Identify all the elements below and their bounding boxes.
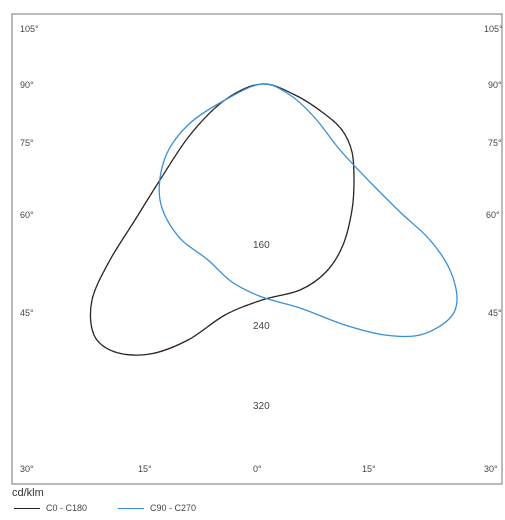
- series-line-c90-c270: [158, 83, 458, 338]
- bottom-angle-label-right-15: 15°: [362, 464, 376, 474]
- series-accent-c0-c180: [90, 83, 355, 356]
- right-angle-label-30: 30°: [484, 464, 498, 474]
- right-angle-label-90: 90°: [488, 80, 502, 90]
- right-angle-label-105: 105°: [484, 24, 503, 34]
- legend-label-c0-c180: C0 - C180: [46, 503, 88, 513]
- series-layer: [89, 83, 458, 356]
- left-angle-label-105: 105°: [20, 24, 39, 34]
- right-angle-label-60: 60°: [486, 210, 500, 220]
- radial-label-320: 320: [253, 401, 270, 412]
- left-angle-label-30: 30°: [20, 464, 34, 474]
- radial-label-160: 160: [253, 240, 270, 251]
- bottom-angle-label-left-15: 15°: [138, 464, 152, 474]
- legend-label-c90-c270: C90 - C270: [150, 503, 197, 513]
- bottom-angle-label-0: 0°: [253, 464, 262, 474]
- legend-swatch-c0-c180: [14, 507, 40, 509]
- chart-frame: [11, 13, 503, 485]
- left-angle-label-90: 90°: [20, 80, 34, 90]
- radial-label-240: 240: [253, 321, 270, 332]
- legend-swatch-c90-c270: [118, 507, 144, 509]
- left-angle-label-45: 45°: [20, 308, 34, 318]
- legend-item-c90-c270: C90 - C270: [118, 503, 196, 513]
- legend-item-c0-c180: C0 - C180: [14, 503, 87, 513]
- left-angle-label-75: 75°: [20, 138, 34, 148]
- unit-label: cd/klm: [12, 487, 44, 499]
- left-angle-label-60: 60°: [20, 210, 34, 220]
- right-angle-label-75: 75°: [488, 138, 502, 148]
- series-line-c0-c180: [89, 83, 355, 356]
- right-angle-label-45: 45°: [488, 308, 502, 318]
